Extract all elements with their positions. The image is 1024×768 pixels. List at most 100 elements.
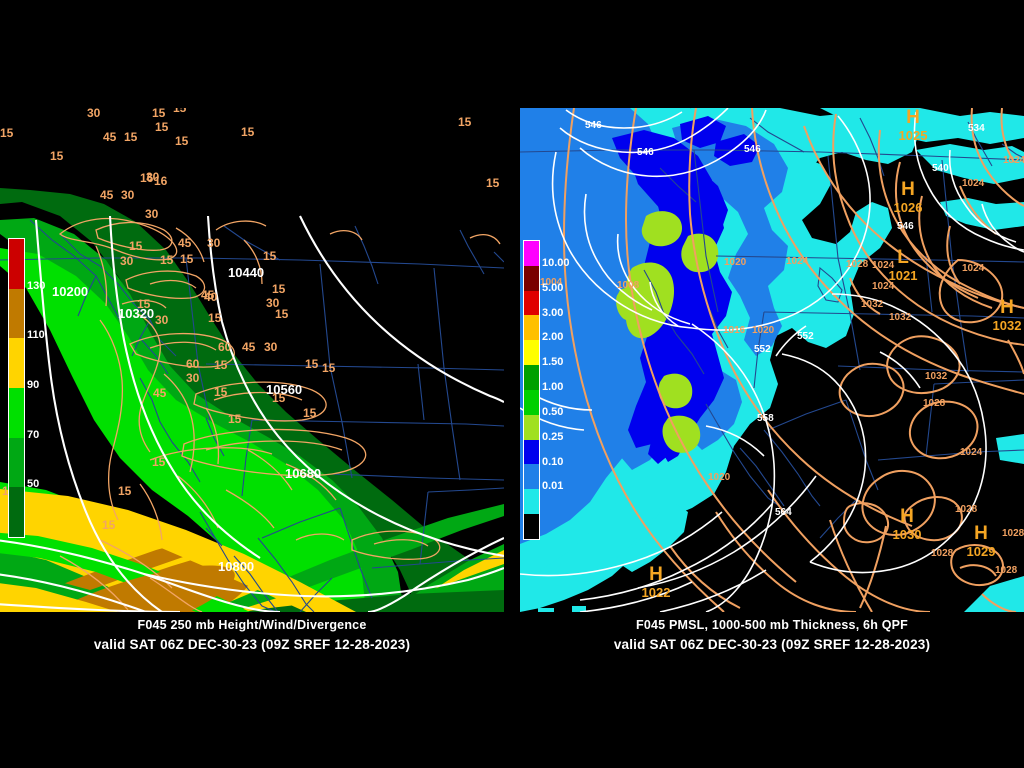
wind-speed-label: 15: [214, 385, 228, 399]
height-contour-layer: [0, 215, 504, 612]
qpf-colorbar: [523, 240, 540, 540]
height-contour-label: 10800: [218, 559, 254, 574]
height-contour-label: 10680: [285, 466, 321, 481]
wind-speed-label: 15: [180, 252, 194, 266]
wind-speed-label: 15: [208, 311, 222, 325]
colorbar-segment: [524, 389, 539, 415]
wind-speed-label: 15: [50, 149, 64, 163]
wind-speed-label: 60: [186, 357, 200, 371]
colorbar-segment: [9, 487, 24, 537]
thickness-label: 552: [797, 331, 814, 342]
wind-speed-label: 30: [186, 371, 200, 385]
wind-speed-label: 30: [155, 313, 169, 327]
pressure-center-value: 1030: [893, 527, 922, 542]
wind-speed-label: 30: [146, 170, 160, 184]
isobar-label: 1024: [786, 256, 809, 267]
wind-speed-label: 15: [303, 406, 317, 420]
colorbar-tick-label: 90: [27, 379, 40, 391]
panel-250mb-height-wind-divergence[interactable]: 30 15 15 15 15 15 15 15 15 45 15 16 15 45 30 30 16 30 45 30…: [0, 108, 504, 612]
wind-speed-label: 15: [272, 282, 286, 296]
isobar-contour-layer: [562, 108, 1024, 612]
height-contour-label: 10440: [228, 265, 264, 280]
wind-speed-label: 30: [264, 340, 278, 354]
isobar-label: 1032: [861, 299, 884, 310]
colorbar-segment: [524, 365, 539, 390]
high-pressure-symbol: H: [900, 506, 914, 527]
thickness-label: 558: [757, 413, 774, 424]
isotach-contour-layer: [58, 217, 501, 612]
colorbar-segment: [9, 437, 24, 488]
pressure-center-value: 1021: [889, 268, 918, 283]
high-pressure-symbol: H: [1000, 297, 1014, 318]
wind-speed-label: 15: [118, 484, 132, 498]
isobar-label: 1008: [617, 280, 640, 291]
wind-speed-label: 30: [87, 108, 101, 120]
colorbar-tick-label: 1.50: [542, 356, 564, 369]
wind-speed-label: 15: [124, 130, 138, 144]
height-contour-label: 10200: [52, 284, 88, 299]
thickness-label: 546: [897, 221, 914, 232]
isobar-label: 1028: [923, 398, 946, 409]
wind-speed-label: 30: [121, 188, 135, 202]
isobar-label: 1024: [872, 260, 895, 271]
height-contour-label: 10560: [266, 382, 302, 397]
qpf-colorbar-labels: 10.00 5.00 3.00 2.00 1.50 1.00 0.50 0.25 0.10 0.0…: [542, 240, 602, 540]
wind-speed-label: 45: [153, 386, 167, 400]
thickness-label: 552: [754, 344, 771, 355]
wind-speed-label: 15: [137, 297, 151, 311]
colorbar-segment: [524, 290, 539, 316]
wind-speed-label: 15: [322, 361, 336, 375]
colorbar-tick-label: 3.00: [542, 306, 564, 319]
wind-speed-label: 60: [218, 340, 232, 354]
thickness-label: 540: [932, 163, 949, 174]
colorbar-segment: [9, 387, 24, 438]
pressure-center-value: 1029: [967, 544, 996, 559]
thickness-label: 534: [968, 123, 985, 134]
isobar-label: 1020: [708, 472, 731, 483]
wind-speed-label: 15: [486, 176, 500, 190]
pressure-center-value: 1032: [993, 318, 1022, 333]
isobar-label: 1028: [931, 548, 954, 559]
wind-speed-label: 16: [140, 171, 154, 185]
colorbar-segment: [9, 288, 24, 339]
high-pressure-symbol: H: [974, 523, 988, 544]
isobar-label: 1016: [723, 325, 746, 336]
wind-speed-label: 15: [160, 253, 174, 267]
isobar-label: 1032: [925, 371, 948, 382]
low-pressure-symbol: L: [897, 247, 909, 268]
wind-speed-label: 16: [154, 174, 168, 188]
isobar-label: 1028: [846, 259, 869, 270]
colorbar-tick-label: 10.00: [542, 256, 570, 269]
colorbar-segment: [524, 489, 539, 515]
colorbar-segment: [524, 340, 539, 366]
geography-layer-right: [520, 117, 1024, 539]
colorbar-tick-label: 110: [27, 329, 45, 342]
colorbar-segment: [524, 514, 539, 539]
wind-speed-label: 15: [152, 455, 166, 469]
colorbar-segment: [9, 338, 24, 388]
colorbar-segment: [524, 439, 539, 465]
wind-speed-label: 45: [103, 130, 117, 144]
isobar-label: 1020: [752, 325, 775, 336]
high-pressure-symbol: H: [649, 564, 663, 585]
colorbar-segment: [524, 241, 539, 266]
thickness-label: 564: [775, 507, 792, 518]
wind-speed-label: 30: [120, 254, 134, 268]
wind-speed-label: 15: [228, 412, 242, 426]
high-pressure-symbol: H: [901, 179, 915, 200]
thickness-label: 546: [637, 147, 654, 158]
panel-pmsl-thickness-qpf[interactable]: 1004 1008 1020 1016 1020 1024 1028 1024 1024 1024…: [520, 108, 1024, 612]
high-pressure-symbol: H: [906, 108, 920, 128]
isobar-label: 1024: [962, 263, 985, 274]
wind-speed-label: 15: [272, 391, 286, 405]
colorbar-segment: [9, 239, 24, 289]
left-panel-caption-line2: valid SAT 06Z DEC-30-23 (09Z SREF 12-28-…: [93, 637, 411, 652]
wind-speed-label: 30: [266, 296, 280, 310]
colorbar-tick-label: 5.00: [542, 281, 564, 294]
wind-speed-label: 15: [275, 307, 289, 321]
colorbar-tick-label: 2.00: [542, 331, 564, 344]
wind-speed-label: 15: [263, 249, 277, 263]
wind-speed-label: 30: [207, 236, 221, 250]
isobar-label: 1032: [889, 312, 912, 323]
